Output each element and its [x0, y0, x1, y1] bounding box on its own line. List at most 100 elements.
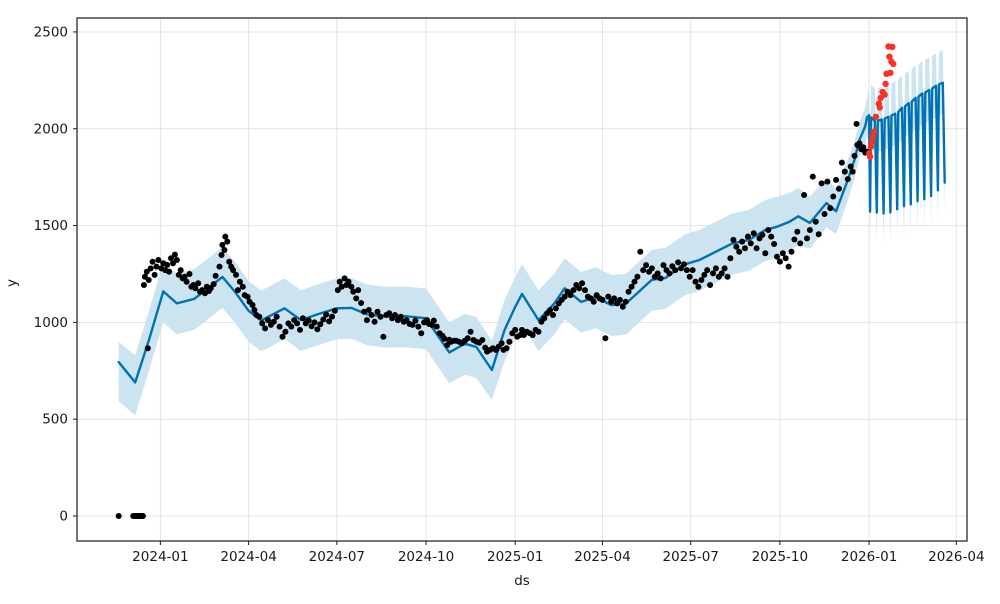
- anomaly-points: [865, 43, 897, 160]
- observed-point: [259, 320, 266, 327]
- observed-point: [590, 298, 597, 305]
- plot-border: [76, 17, 968, 542]
- x-tick-label: 2025-04: [574, 549, 630, 565]
- observed-point: [164, 261, 171, 268]
- observed-point: [689, 267, 696, 274]
- observed-point: [640, 267, 647, 274]
- observed-point: [236, 278, 243, 285]
- observed-point: [806, 227, 813, 233]
- observed-point: [576, 285, 583, 292]
- observed-point: [276, 323, 283, 330]
- x-tick-label: 2024-07: [309, 549, 365, 565]
- observed-point: [774, 253, 780, 260]
- observed-point: [166, 268, 173, 275]
- observed-point: [654, 270, 661, 277]
- observed-point: [151, 271, 158, 278]
- observed-point: [239, 283, 246, 290]
- observed-point: [430, 317, 437, 324]
- observed-point: [177, 267, 184, 274]
- anomaly-point: [881, 91, 888, 98]
- observed-point: [386, 310, 393, 317]
- observed-point: [317, 321, 324, 328]
- observed-point: [680, 261, 687, 268]
- observed-point: [660, 262, 667, 269]
- observed-point: [218, 252, 225, 258]
- observed-point: [637, 248, 644, 255]
- observed-point: [294, 320, 301, 327]
- observed-point: [721, 265, 728, 272]
- observed-point: [733, 243, 740, 250]
- observed-point: [363, 317, 370, 324]
- observed-point: [794, 228, 801, 235]
- observed-point: [341, 275, 348, 282]
- observed-point: [299, 315, 306, 322]
- observed-point: [622, 298, 629, 305]
- anomaly-point: [870, 128, 878, 135]
- observed-point: [365, 307, 372, 313]
- observed-point: [657, 275, 664, 282]
- observed-point: [809, 173, 816, 180]
- observed-point: [570, 287, 577, 294]
- observed-point: [219, 241, 226, 248]
- observed-point: [519, 326, 525, 333]
- observed-point: [675, 259, 682, 266]
- observed-point: [512, 326, 519, 333]
- observed-point: [827, 205, 834, 212]
- axis-ticks: 2024-01 2024-04 2024-07 2024-10 2025-01 2025-…: [34, 24, 985, 565]
- observed-point: [345, 278, 352, 285]
- observed-point: [433, 323, 440, 330]
- observed-point: [147, 265, 154, 272]
- observed-point: [851, 152, 858, 159]
- observed-point: [833, 176, 840, 183]
- observed-point: [221, 247, 228, 253]
- observed-point: [171, 251, 178, 258]
- observed-point: [750, 230, 757, 237]
- observed-point: [256, 313, 263, 320]
- observed-point: [616, 296, 623, 303]
- observed-point: [561, 293, 568, 300]
- observed-point: [836, 185, 842, 192]
- observed-point: [331, 307, 338, 314]
- forecast-line: [117, 81, 946, 384]
- x-tick-label: 2026-01: [841, 549, 897, 565]
- observed-point: [262, 325, 269, 332]
- observed-point: [599, 296, 606, 303]
- observed-point: [742, 245, 748, 252]
- observed-point: [779, 250, 786, 257]
- observed-point: [350, 288, 357, 295]
- observed-point: [334, 287, 341, 294]
- observed-point: [718, 270, 725, 277]
- observed-point: [498, 340, 505, 347]
- observed-point: [841, 168, 848, 175]
- observed-point: [409, 321, 416, 328]
- observed-point: [853, 120, 860, 127]
- observed-point: [701, 271, 708, 278]
- anomaly-point: [886, 53, 893, 60]
- observed-point: [797, 240, 804, 247]
- observed-point: [195, 280, 202, 287]
- observed-point: [605, 293, 612, 300]
- observed-point: [686, 273, 693, 280]
- observed-point: [314, 326, 321, 333]
- y-tick-label: 2000: [34, 121, 68, 137]
- yhat-line: [117, 81, 946, 384]
- observed-point: [144, 345, 151, 352]
- uncertainty-band: [118, 50, 945, 416]
- observed-point: [355, 287, 362, 294]
- observed-point: [506, 338, 513, 345]
- observed-point: [753, 245, 760, 252]
- observed-point: [323, 311, 330, 318]
- observed-point: [265, 317, 271, 324]
- observed-point: [631, 278, 638, 285]
- observed-point: [326, 318, 333, 325]
- observed-point: [270, 318, 277, 325]
- observed-point: [155, 257, 162, 263]
- x-tick-label: 2025-10: [752, 549, 808, 565]
- observed-point: [625, 288, 632, 295]
- observed-point: [838, 159, 845, 166]
- observed-point: [782, 255, 789, 262]
- observed-point: [824, 178, 831, 185]
- y-axis-label: y: [4, 279, 20, 287]
- x-tick-label: 2025-07: [662, 549, 718, 565]
